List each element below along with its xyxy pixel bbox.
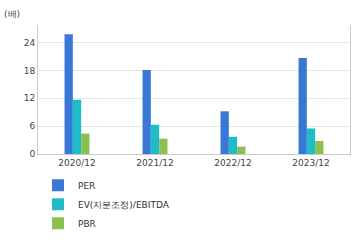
svg-text:EV(지분조정)/EBITDA: EV(지분조정)/EBITDA: [78, 200, 170, 210]
svg-text:2023/12: 2023/12: [292, 158, 329, 168]
svg-text:2022/12: 2022/12: [214, 158, 251, 168]
svg-text:2020/12: 2020/12: [58, 158, 95, 168]
svg-text:24: 24: [24, 38, 36, 48]
svg-text:PER: PER: [78, 181, 95, 191]
svg-text:PBR: PBR: [78, 219, 96, 229]
svg-text:18: 18: [24, 66, 36, 76]
svg-text:(배): (배): [4, 9, 20, 19]
svg-text:2021/12: 2021/12: [136, 158, 173, 168]
svg-text:6: 6: [29, 121, 35, 131]
svg-text:12: 12: [24, 93, 35, 103]
svg-text:0: 0: [29, 149, 35, 159]
